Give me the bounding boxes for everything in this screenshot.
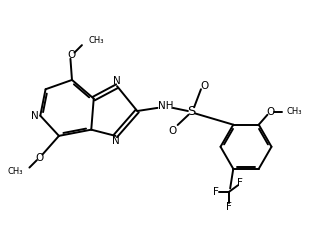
Text: CH₃: CH₃: [8, 168, 23, 176]
Text: O: O: [68, 50, 76, 60]
Text: CH₃: CH₃: [88, 36, 104, 45]
Text: NH: NH: [158, 101, 174, 111]
Text: F: F: [226, 202, 232, 212]
Text: CH₃: CH₃: [287, 106, 302, 116]
Text: O: O: [35, 153, 44, 163]
Text: N: N: [113, 76, 121, 86]
Text: O: O: [266, 107, 275, 117]
Text: O: O: [168, 126, 176, 136]
Text: N: N: [112, 136, 120, 146]
Text: F: F: [238, 178, 243, 188]
Text: O: O: [201, 81, 209, 91]
Text: F: F: [213, 187, 218, 197]
Text: S: S: [187, 104, 196, 118]
Text: N: N: [31, 111, 38, 121]
